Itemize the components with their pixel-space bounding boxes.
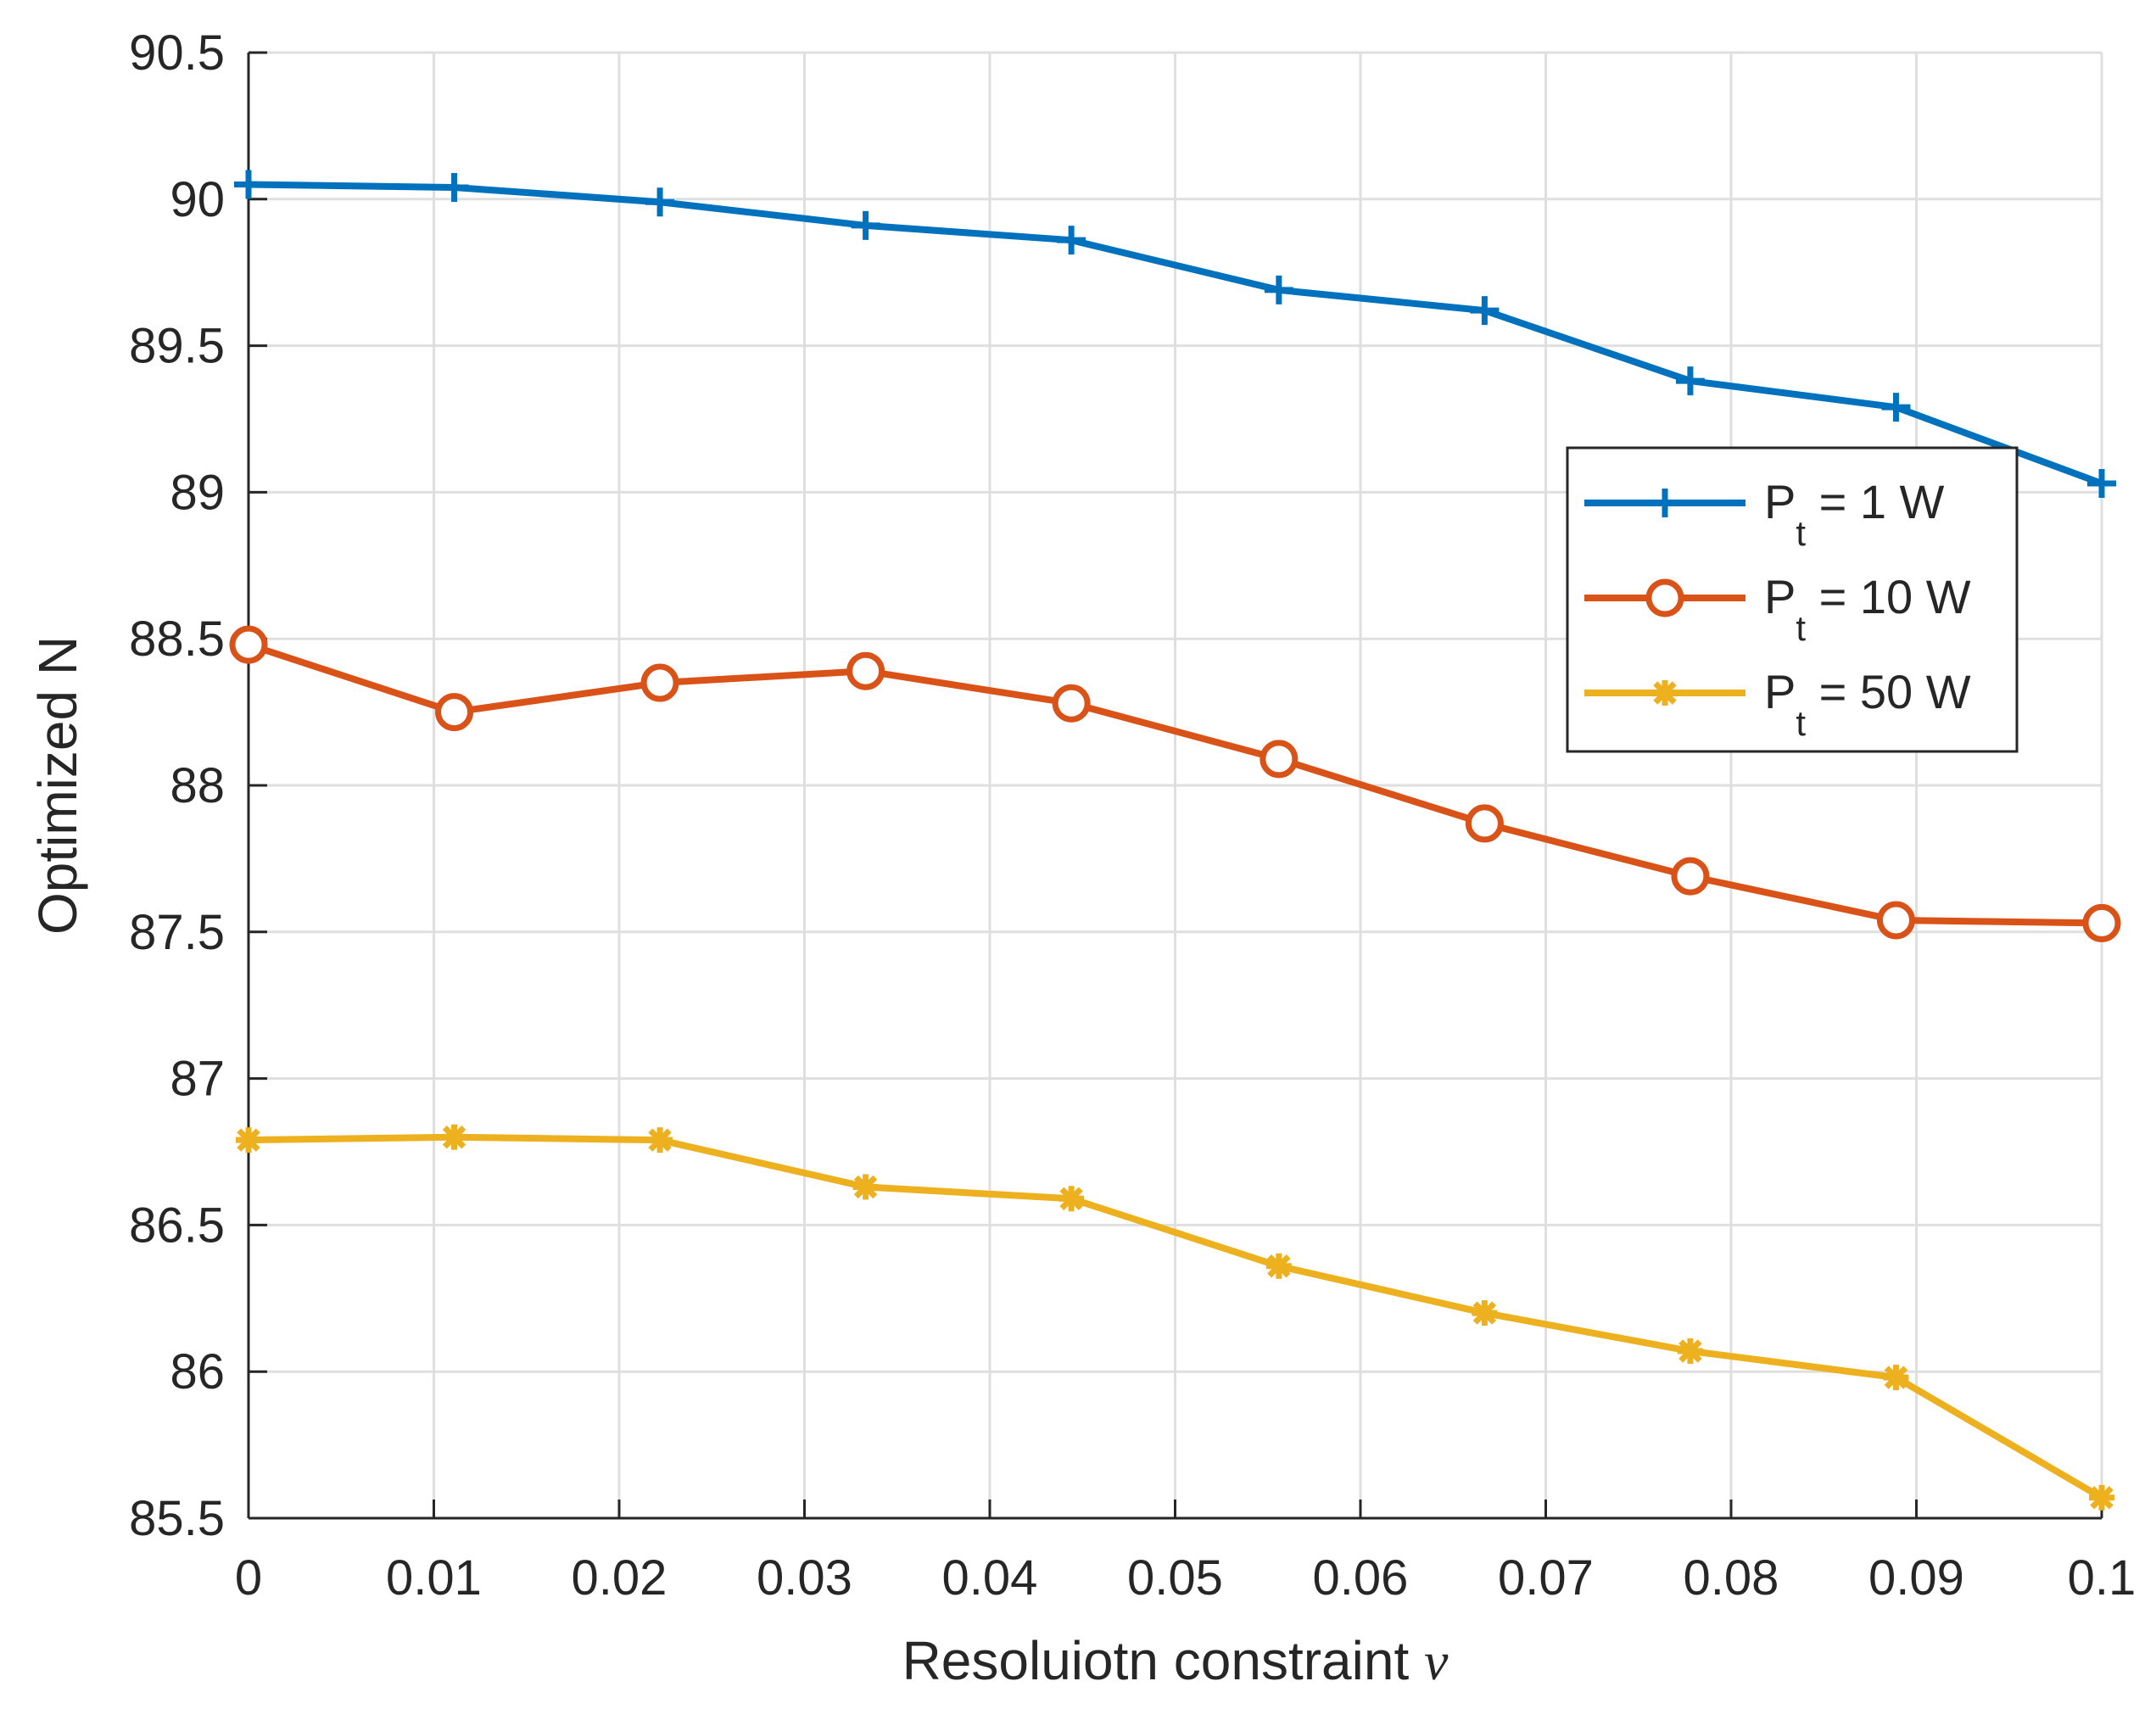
x-axis-label: Resoluiotn constraint ν bbox=[902, 1630, 1449, 1691]
x-tick-label: 0.1 bbox=[2068, 1550, 2136, 1606]
x-axis-label-text: Resoluiotn constraint bbox=[902, 1630, 1410, 1691]
data-point bbox=[234, 170, 263, 199]
y-tick-label: 90 bbox=[170, 172, 225, 227]
legend-label: Pt = 50 W bbox=[1764, 665, 1971, 743]
x-tick-label: 0.04 bbox=[942, 1550, 1038, 1606]
legend-marker bbox=[1651, 489, 1679, 517]
x-tick-label: 0.08 bbox=[1684, 1550, 1779, 1606]
x-tick-label: 0.09 bbox=[1868, 1550, 1964, 1606]
y-tick-label: 89 bbox=[170, 465, 225, 520]
series-1 bbox=[234, 170, 2116, 499]
y-tick-label: 86 bbox=[170, 1344, 225, 1399]
data-point bbox=[229, 625, 268, 664]
data-point bbox=[236, 1127, 261, 1153]
y-tick-label: 87 bbox=[170, 1052, 225, 1107]
data-point bbox=[1052, 684, 1091, 723]
x-tick-label: 0.03 bbox=[757, 1550, 852, 1606]
y-tick-label: 89.5 bbox=[129, 319, 225, 374]
series-line bbox=[248, 1133, 2104, 1501]
data-point bbox=[1876, 901, 1915, 940]
data-point bbox=[1058, 1186, 1085, 1212]
data-point bbox=[1057, 226, 1086, 255]
x-tick-label: 0.07 bbox=[1498, 1550, 1594, 1606]
data-point bbox=[846, 651, 885, 690]
y-tick-label: 85.5 bbox=[129, 1491, 225, 1546]
y-tick-label: 90.5 bbox=[129, 25, 225, 81]
x-tick-label: 0.06 bbox=[1313, 1550, 1409, 1606]
x-tick-labels: 0 0.01 0.02 0.03 0.04 0.05 0.06 0.07 0.08 0.09 0.1 bbox=[235, 1550, 2136, 1606]
x-tick-label: 0.01 bbox=[386, 1550, 482, 1606]
legend-label: Pt = 1 W bbox=[1764, 475, 1945, 553]
y-tick-label: 88 bbox=[170, 758, 225, 813]
legend-marker bbox=[1645, 578, 1684, 617]
x-tick-label: 0 bbox=[235, 1550, 262, 1606]
legend-item: Pt = 1 W bbox=[1584, 475, 1945, 553]
data-point bbox=[640, 663, 679, 702]
data-point bbox=[647, 1127, 673, 1153]
series-3 bbox=[236, 1124, 2114, 1511]
data-point bbox=[1265, 1253, 1292, 1279]
x-tick-label: 0.02 bbox=[572, 1550, 667, 1606]
series-line bbox=[247, 641, 2103, 927]
y-tick-labels: 85.5 86 86.5 87 87.5 88 88.5 89 89.5 90 90.5 bbox=[129, 25, 225, 1546]
data-point bbox=[1264, 275, 1293, 304]
legend-item: Pt = 50 W bbox=[1584, 665, 1971, 743]
data-point bbox=[1465, 804, 1504, 843]
data-point bbox=[1881, 393, 1911, 422]
y-tick-label: 86.5 bbox=[129, 1198, 225, 1253]
data-point bbox=[1883, 1365, 1909, 1391]
legend: Pt = 1 W Pt = 10 W Pt = 50 W bbox=[1566, 446, 2019, 753]
legend-label: Pt = 10 W bbox=[1764, 570, 1971, 648]
data-point bbox=[645, 187, 675, 217]
x-axis-label-symbol: ν bbox=[1424, 1631, 1449, 1691]
x-tick-label: 0.05 bbox=[1127, 1550, 1223, 1606]
data-point bbox=[435, 693, 474, 732]
series-2 bbox=[229, 625, 2121, 942]
legend-item: Pt = 10 W bbox=[1584, 570, 1971, 648]
data-point bbox=[851, 210, 880, 240]
data-point bbox=[1472, 1300, 1498, 1326]
y-tick-label: 88.5 bbox=[129, 612, 225, 667]
axes bbox=[247, 51, 2103, 1520]
data-point bbox=[2082, 903, 2121, 942]
data-point bbox=[2089, 1484, 2114, 1511]
data-point bbox=[441, 1124, 467, 1150]
data-point bbox=[1675, 366, 1705, 396]
data-point bbox=[852, 1174, 879, 1200]
legend-marker bbox=[1652, 680, 1678, 706]
y-axis-label: Optimized N bbox=[27, 636, 88, 935]
data-point bbox=[1677, 1338, 1703, 1365]
data-point bbox=[439, 172, 469, 202]
data-series bbox=[229, 170, 2121, 1511]
data-point bbox=[1671, 857, 1710, 896]
data-point bbox=[1260, 740, 1299, 779]
data-point bbox=[2087, 469, 2116, 499]
y-tick-label: 87.5 bbox=[129, 905, 225, 960]
data-point bbox=[1470, 296, 1500, 326]
series-line bbox=[248, 181, 2103, 487]
